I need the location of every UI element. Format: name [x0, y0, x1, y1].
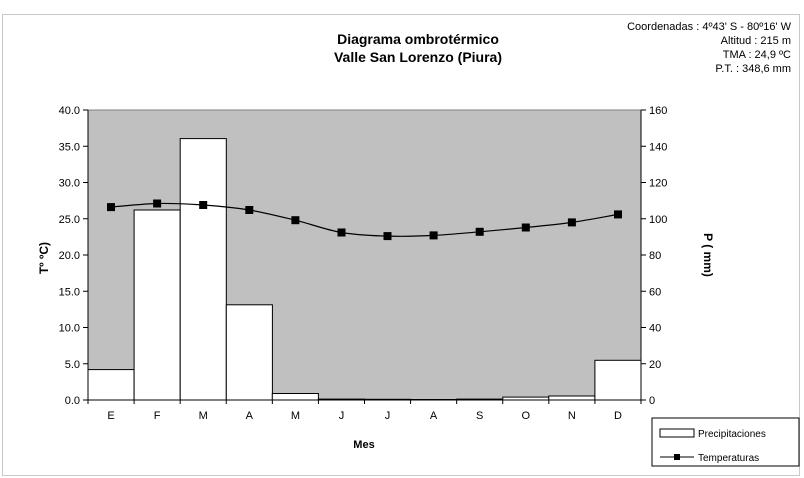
x-tick-label-10: N: [568, 410, 576, 422]
info-altitude: Altitud : 215 m: [721, 35, 791, 47]
left-tick-label-1: 5.0: [65, 359, 80, 371]
x-tick-label-11: D: [614, 410, 622, 422]
right-tick-label-6: 120: [649, 178, 667, 190]
x-tick-label-6: J: [385, 410, 391, 422]
left-tick-label-4: 20.0: [59, 250, 80, 262]
precip-bar-3: [225, 304, 273, 401]
chart-subtitle: Valle San Lorenzo (Piura): [334, 49, 502, 65]
x-tick-label-5: J: [339, 410, 345, 422]
temp-marker-8: [475, 227, 484, 236]
chart-title: Diagrama ombrotérmico: [337, 31, 499, 47]
y-axis-right-label: P ( mm): [701, 233, 715, 277]
info-tma: TMA : 24,9 ºC: [723, 49, 791, 61]
precip-bar-2: [179, 138, 227, 401]
right-tick-label-3: 60: [649, 286, 661, 298]
temp-marker-3: [245, 206, 254, 214]
x-tick-label-2: M: [199, 410, 208, 422]
left-tick-label-3: 15.0: [59, 286, 80, 298]
left-tick-label-0: 0.0: [65, 395, 80, 407]
left-tick-label-6: 30.0: [59, 178, 80, 190]
precip-bar-11: [594, 359, 642, 401]
left-tick-label-8: 40.0: [59, 105, 80, 117]
x-tick-label-3: A: [246, 410, 254, 422]
precipitation-bars: [87, 138, 642, 401]
left-tick-label-7: 35.0: [59, 141, 80, 153]
temp-marker-2: [199, 201, 208, 209]
right-tick-label-8: 160: [649, 105, 667, 117]
right-tick-label-5: 100: [649, 214, 667, 226]
x-tick-label-9: O: [522, 410, 531, 422]
left-axis-ticks: 0.0 5.0 10.0 15.0 20.0 25.0 30.0 35.0 40.0: [59, 105, 88, 407]
legend-precip-label: Precipitaciones: [698, 429, 766, 440]
temp-marker-11: [614, 210, 622, 219]
right-tick-label-4: 80: [649, 250, 661, 262]
legend-temp-label: Temperaturas: [698, 453, 759, 464]
y-axis-left-label: Tº ºC): [37, 242, 51, 274]
temp-marker-10: [567, 218, 576, 227]
legend-precip-swatch: [659, 428, 695, 438]
right-tick-label-2: 40: [649, 323, 661, 335]
precip-bar-0: [87, 369, 135, 401]
precip-bar-10: [548, 395, 596, 401]
right-axis-ticks: 0 20 40 60 80 100 120 140 160: [641, 105, 667, 407]
x-tick-label-0: E: [107, 410, 114, 422]
legend-temp-marker: [674, 454, 680, 460]
x-tick-label-1: F: [154, 410, 161, 422]
precip-bar-4: [271, 393, 319, 401]
temp-marker-7: [429, 231, 438, 240]
x-tick-label-8: S: [476, 410, 483, 422]
info-coordinates: Coordenadas : 4º43' S - 80º16' W: [627, 21, 792, 33]
left-tick-label-2: 10.0: [59, 323, 80, 335]
x-axis-label: Mes: [353, 439, 374, 451]
temp-marker-0: [107, 203, 115, 212]
temp-marker-1: [153, 199, 162, 208]
precip-bar-1: [133, 209, 181, 401]
left-tick-label-5: 25.0: [59, 214, 80, 226]
temperature-line: [107, 199, 622, 241]
temp-marker-5: [337, 228, 346, 237]
temp-marker-9: [521, 223, 530, 232]
right-tick-label-1: 20: [649, 359, 661, 371]
right-tick-label-0: 0: [649, 395, 655, 407]
x-tick-label-7: A: [430, 410, 438, 422]
legend: Precipitaciones Temperaturas: [651, 417, 800, 467]
temp-marker-4: [291, 216, 300, 225]
info-total-precip: P.T. : 348,6 mm: [715, 63, 791, 75]
x-tick-label-4: M: [291, 410, 300, 422]
temp-marker-6: [383, 232, 392, 241]
right-tick-label-7: 140: [649, 141, 667, 153]
